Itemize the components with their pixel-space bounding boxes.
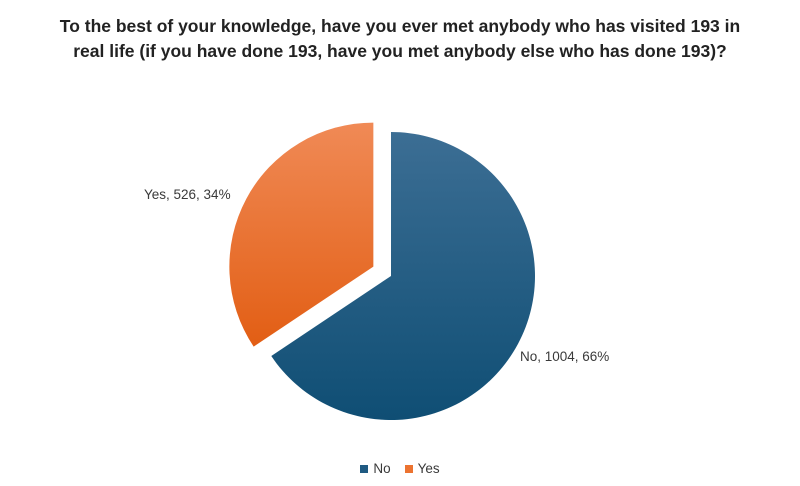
legend-swatch-yes [404, 464, 413, 473]
legend-label-no: No [373, 461, 391, 476]
legend-item-yes: Yes [404, 461, 440, 476]
chart-title-line-2: real life (if you have done 193, have yo… [73, 41, 727, 61]
data-label-yes: Yes, 526, 34% [144, 187, 231, 202]
pie-slice-yes [229, 122, 374, 347]
legend-item-no: No [360, 461, 391, 476]
legend-label-yes: Yes [417, 461, 440, 476]
data-label-no: No, 1004, 66% [520, 349, 609, 364]
legend: No Yes [0, 461, 800, 476]
legend-swatch-no [360, 464, 369, 473]
pie-slice-no [271, 132, 535, 421]
chart-title: To the best of your knowledge, have you … [40, 14, 760, 64]
chart-title-line-1: To the best of your knowledge, have you … [59, 16, 741, 36]
